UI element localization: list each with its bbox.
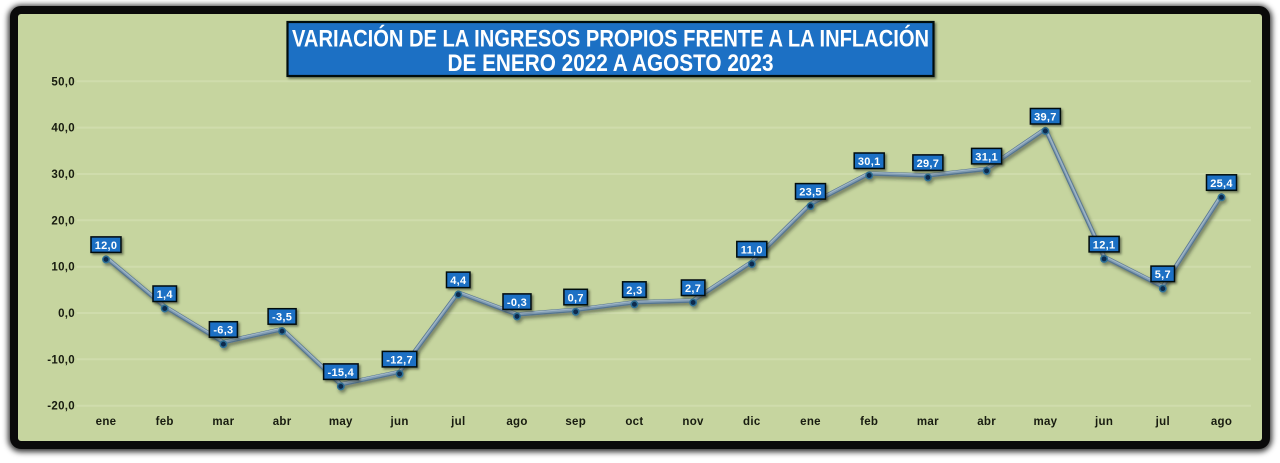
- svg-text:dic: dic: [743, 416, 761, 428]
- svg-text:mar: mar: [212, 416, 234, 428]
- svg-text:sep: sep: [565, 416, 586, 428]
- svg-text:4,4: 4,4: [450, 275, 467, 287]
- svg-text:ene: ene: [96, 416, 117, 428]
- svg-text:-12,7: -12,7: [386, 354, 413, 366]
- svg-text:10,0: 10,0: [51, 262, 75, 274]
- svg-text:may: may: [329, 416, 353, 428]
- svg-text:11,0: 11,0: [741, 245, 763, 257]
- svg-text:jun: jun: [1094, 416, 1113, 428]
- svg-text:5,7: 5,7: [1155, 269, 1171, 281]
- svg-text:25,4: 25,4: [1210, 178, 1233, 190]
- svg-text:abr: abr: [977, 416, 996, 428]
- svg-text:-3,5: -3,5: [272, 312, 292, 324]
- svg-text:39,7: 39,7: [1034, 112, 1057, 124]
- svg-text:0,0: 0,0: [58, 308, 75, 320]
- svg-text:30,1: 30,1: [858, 156, 881, 168]
- svg-text:VARIACIÓN DE LA INGRESOS PROPI: VARIACIÓN DE LA INGRESOS PROPIOS FRENTE …: [292, 25, 929, 53]
- svg-text:2,7: 2,7: [685, 283, 701, 295]
- svg-text:-15,4: -15,4: [328, 367, 355, 379]
- svg-text:oct: oct: [625, 416, 643, 428]
- svg-text:jun: jun: [390, 416, 409, 428]
- svg-text:30,0: 30,0: [51, 169, 75, 181]
- svg-text:feb: feb: [156, 416, 174, 428]
- svg-text:40,0: 40,0: [51, 123, 75, 135]
- svg-text:1,4: 1,4: [157, 289, 174, 301]
- svg-text:50,0: 50,0: [51, 76, 75, 88]
- svg-text:-20,0: -20,0: [47, 401, 75, 413]
- svg-text:12,1: 12,1: [1093, 239, 1116, 251]
- svg-text:DE ENERO 2022 A AGOSTO 2023: DE ENERO 2022 A AGOSTO 2023: [448, 50, 774, 77]
- svg-text:2,3: 2,3: [626, 285, 642, 297]
- svg-text:31,1: 31,1: [975, 151, 998, 163]
- svg-text:-6,3: -6,3: [213, 325, 233, 337]
- svg-text:ago: ago: [1211, 416, 1232, 428]
- svg-text:may: may: [1033, 416, 1057, 428]
- svg-text:feb: feb: [860, 416, 878, 428]
- svg-text:12,0: 12,0: [95, 240, 118, 252]
- svg-text:29,7: 29,7: [917, 158, 940, 170]
- svg-text:jul: jul: [1155, 416, 1170, 428]
- svg-text:jul: jul: [450, 416, 465, 428]
- svg-text:abr: abr: [273, 416, 292, 428]
- svg-text:20,0: 20,0: [51, 215, 75, 227]
- svg-text:23,5: 23,5: [799, 187, 822, 199]
- svg-text:ene: ene: [800, 416, 821, 428]
- svg-text:-0,3: -0,3: [507, 297, 527, 309]
- svg-text:nov: nov: [682, 416, 704, 428]
- svg-text:-10,0: -10,0: [47, 354, 75, 366]
- svg-text:0,7: 0,7: [568, 292, 584, 304]
- svg-text:ago: ago: [506, 416, 527, 428]
- svg-text:mar: mar: [917, 416, 939, 428]
